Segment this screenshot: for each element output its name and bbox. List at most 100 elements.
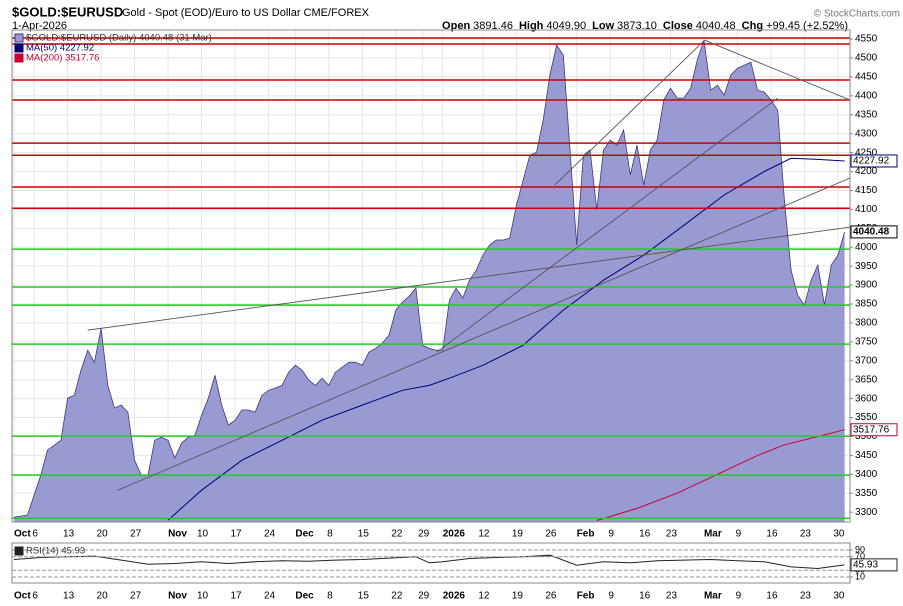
x-tick-label: 9 <box>736 591 742 602</box>
x-tick-label: Feb <box>577 529 595 540</box>
y-tick-label: 4000 <box>855 242 878 253</box>
y-tick-label: 3450 <box>855 450 878 461</box>
x-tick-label: 22 <box>391 529 403 540</box>
x-tick-label: Feb <box>577 591 595 602</box>
y-tick-label: 3400 <box>855 469 878 480</box>
x-tick-label: 6 <box>32 591 38 602</box>
x-tick-label: 27 <box>130 591 142 602</box>
series-line <box>596 429 845 521</box>
trend-line <box>117 177 850 491</box>
x-tick-label: 30 <box>833 529 845 540</box>
x-tick-label: Nov <box>168 591 187 602</box>
panel-frame <box>11 542 851 584</box>
x-tick-label: 19 <box>512 591 524 602</box>
x-tick-label: 16 <box>639 529 651 540</box>
price-line <box>13 40 845 518</box>
x-tick-label: 9 <box>608 591 614 602</box>
x-tick-label: 20 <box>97 529 109 540</box>
x-tick-label: Mar <box>704 529 722 540</box>
quote-label: Close <box>663 20 693 32</box>
quote-value: 3891.46 <box>473 20 513 32</box>
y-tick-label: 4350 <box>855 109 878 120</box>
date: 1-Apr-2026 <box>12 20 67 32</box>
x-tick-label: 23 <box>666 529 678 540</box>
x-tick-label: 16 <box>766 529 778 540</box>
y-tick-label: 3850 <box>855 299 878 310</box>
trend-line <box>436 97 778 353</box>
quote-label: Open <box>442 20 470 32</box>
x-tick-label: 22 <box>391 591 403 602</box>
y-tick-label: 3300 <box>855 507 878 518</box>
price-area <box>14 40 845 522</box>
y-tick-label: 4400 <box>855 90 878 101</box>
x-tick-label: 24 <box>264 529 276 540</box>
legend-entry: MA(200) 3517.76 <box>26 53 99 64</box>
x-tick-label: 17 <box>231 591 243 602</box>
y-tick-label: 3550 <box>855 412 878 423</box>
y-tick-label: 3750 <box>855 336 878 347</box>
legend-swatch <box>14 546 24 556</box>
value-label: 4227.92 <box>853 156 890 167</box>
quote-label: Chg <box>742 20 763 32</box>
y-tick-label: 3600 <box>855 393 878 404</box>
value-label: 4040.48 <box>853 227 890 238</box>
x-tick-label: Mar <box>704 591 722 602</box>
x-tick-label: 15 <box>358 591 370 602</box>
legend-swatch <box>14 53 24 63</box>
x-tick-label: 29 <box>418 591 430 602</box>
trend-line <box>87 226 850 331</box>
y-tick-label: 4500 <box>855 53 878 64</box>
trend-line <box>554 39 705 186</box>
y-tick-label: 10 <box>855 571 865 581</box>
legend-swatch <box>14 43 24 53</box>
legend-entry: $GOLD:$EURUSD (Daily) 4040.48 (31 Mar) <box>26 33 212 44</box>
x-tick-label: Oct <box>14 529 31 540</box>
y-tick-label: 4150 <box>855 185 878 196</box>
value-box <box>850 558 898 572</box>
plot <box>12 549 850 578</box>
x-tick-label: 16 <box>639 591 651 602</box>
legend-entry: MA(50) 4227.92 <box>26 43 94 54</box>
y-tick-label: 4250 <box>855 147 878 158</box>
x-tick-label: 8 <box>327 529 333 540</box>
copyright: © StockCharts.com <box>814 9 900 20</box>
legend-swatch <box>14 33 24 43</box>
quote-label: High <box>519 20 544 32</box>
x-tick-label: 23 <box>800 591 812 602</box>
y-tick-label: 90 <box>855 544 865 554</box>
y-tick-label: 3650 <box>855 374 878 385</box>
y-tick-label: 4300 <box>855 128 878 139</box>
x-tick-label: 15 <box>358 529 370 540</box>
x-tick-label: 23 <box>800 529 812 540</box>
x-tick-label: Dec <box>295 591 314 602</box>
y-tick-label: 3500 <box>855 431 878 442</box>
trend-line <box>704 39 850 101</box>
value-label: 3517.76 <box>853 424 890 435</box>
y-tick-label: 4450 <box>855 72 878 83</box>
y-tick-label: 3900 <box>855 280 878 291</box>
x-tick-label: 12 <box>478 529 490 540</box>
value-box <box>850 225 898 239</box>
quote-value: 3873.10 <box>617 20 657 32</box>
y-tick-label: 3800 <box>855 318 878 329</box>
plot <box>12 30 850 522</box>
value-label: 45.93 <box>853 560 878 571</box>
x-tick-label: 9 <box>736 529 742 540</box>
quote-label: Low <box>592 20 614 32</box>
y-tick-label: 4550 <box>855 34 878 45</box>
x-tick-label: 12 <box>478 591 490 602</box>
x-tick-label: 19 <box>512 529 524 540</box>
x-tick-label: Dec <box>295 529 314 540</box>
x-tick-label: 6 <box>32 529 38 540</box>
y-tick-label: 3350 <box>855 488 878 499</box>
panel-frame <box>11 29 851 523</box>
x-tick-label: 27 <box>130 529 142 540</box>
chart-title: $GOLD:$EURUSD <box>12 4 123 19</box>
x-tick-label: 2026 <box>443 591 466 602</box>
y-tick-label: 4100 <box>855 204 878 215</box>
quote-value: 4040.48 <box>696 20 736 32</box>
y-tick-label: 3700 <box>855 355 878 366</box>
quote: Open 3891.46 High 4049.90 Low 3873.10 Close 404… <box>442 20 848 32</box>
x-tick-label: 24 <box>264 591 276 602</box>
x-tick-label: 29 <box>418 529 430 540</box>
